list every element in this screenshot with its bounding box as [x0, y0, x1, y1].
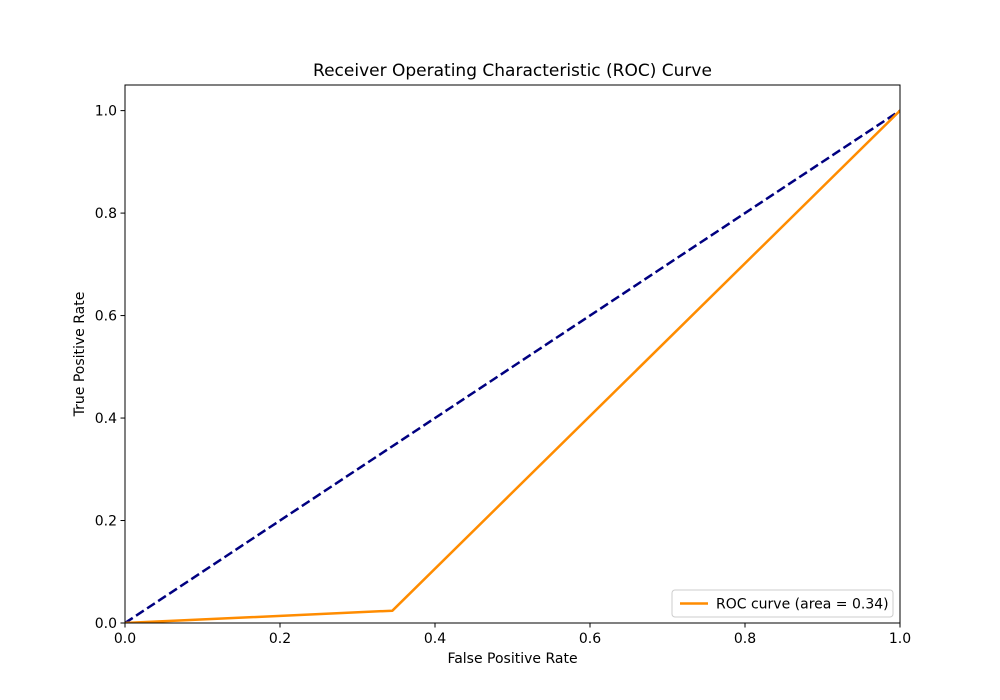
- x-tick-label: 0.4: [424, 631, 446, 647]
- y-tick-label: 1.0: [95, 104, 117, 120]
- legend-label: ROC curve (area = 0.34): [716, 597, 889, 613]
- axes-frame: [124, 84, 901, 624]
- y-tick-label: 0.0: [95, 616, 117, 632]
- x-tick-label: 0.0: [114, 631, 136, 647]
- legend: ROC curve (area = 0.34): [671, 589, 894, 618]
- y-tick-label: 0.8: [95, 206, 117, 222]
- x-tick-label: 0.2: [269, 631, 291, 647]
- y-axis-label: True Positive Rate: [72, 292, 88, 418]
- y-tick-label: 0.4: [95, 411, 117, 427]
- x-axis-label: False Positive Rate: [447, 651, 577, 667]
- x-tick-label: 1.0: [889, 631, 911, 647]
- chart-title: Receiver Operating Characteristic (ROC) …: [313, 61, 712, 81]
- legend-box: [671, 589, 894, 618]
- chart-text: Receiver Operating Characteristic (ROC) …: [72, 61, 712, 667]
- y-tick-label: 0.6: [95, 309, 117, 325]
- axes: 0.0 0.2 0.4 0.6 0.8 1.0 0.0 0.2 0.4 0.6 0.8 1.0: [95, 84, 911, 647]
- series-line-chance-diagonal: [125, 109, 900, 623]
- series-line-roc-curve: [125, 108, 900, 623]
- y-tick-label: 0.2: [95, 514, 117, 530]
- x-tick-label: 0.8: [734, 631, 756, 647]
- series-group: [125, 108, 900, 623]
- x-tick-label: 0.6: [579, 631, 601, 647]
- plot-area: [125, 108, 900, 623]
